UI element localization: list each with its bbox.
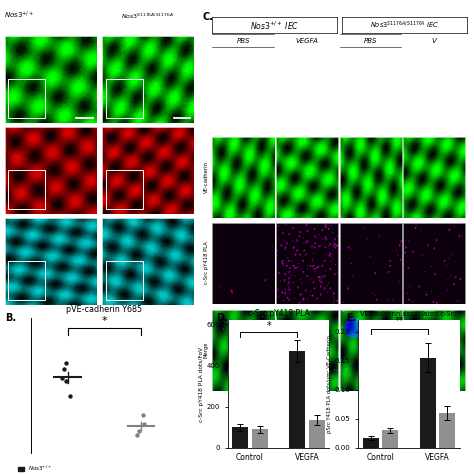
Text: V: V — [432, 38, 437, 44]
Point — [60, 365, 67, 373]
Point — [62, 377, 69, 384]
Text: **: ** — [394, 316, 404, 326]
Text: $Nos3^{+/+}$: $Nos3^{+/+}$ — [4, 10, 34, 21]
Bar — [8, 262, 45, 300]
Bar — [106, 170, 143, 209]
Text: *: * — [101, 316, 107, 326]
Text: PBS: PBS — [364, 38, 377, 44]
Bar — [363, 438, 379, 448]
Y-axis label: pSrc Y418 PLA dots/µm² VE-Cadherin: pSrc Y418 PLA dots/µm² VE-Cadherin — [327, 335, 332, 433]
Text: D.: D. — [216, 313, 228, 323]
Title: VE-cadherin associated c-Src: VE-cadherin associated c-Src — [360, 311, 457, 317]
Text: VE-cadherin: VE-cadherin — [203, 161, 209, 192]
Title: pVE-cadherin Y685: pVE-cadherin Y685 — [66, 305, 142, 314]
Point — [66, 392, 74, 400]
Bar — [382, 430, 398, 448]
Title: c-Src pY418 PLA: c-Src pY418 PLA — [247, 309, 310, 318]
Text: $Nos3^{+/+}$ IEC: $Nos3^{+/+}$ IEC — [250, 19, 300, 32]
Bar — [252, 429, 268, 448]
Bar — [106, 262, 143, 300]
Bar — [8, 79, 45, 118]
Legend: $Nos3^{+/+}$, $Nos3^{S1176A/S1176A}$: $Nos3^{+/+}$, $Nos3^{S1176A/S1176A}$ — [16, 462, 77, 474]
Text: c-Src pY418 PLA: c-Src pY418 PLA — [203, 241, 209, 284]
Bar — [439, 413, 455, 448]
Bar — [309, 420, 325, 448]
Point — [136, 428, 143, 435]
Text: VEGFA: VEGFA — [295, 38, 319, 44]
Text: C.: C. — [203, 12, 214, 22]
Point — [58, 374, 66, 382]
Text: $Nos3^{S1176A/S1176A}$: $Nos3^{S1176A/S1176A}$ — [120, 12, 173, 21]
Bar — [232, 427, 248, 448]
Point — [139, 411, 146, 419]
Text: B.: B. — [5, 313, 16, 323]
Bar — [106, 79, 143, 118]
Text: $Nos3^{S1176A/S1176A}$ IEC: $Nos3^{S1176A/S1176A}$ IEC — [370, 20, 439, 31]
Text: *: * — [266, 321, 271, 331]
Bar — [8, 170, 45, 209]
Point — [140, 419, 148, 427]
Text: Merge: Merge — [203, 341, 209, 358]
Bar — [289, 351, 305, 448]
Point — [62, 360, 70, 367]
Point — [133, 431, 140, 438]
Text: PBS: PBS — [237, 38, 250, 44]
Y-axis label: c-Src pY418 PLA dots/FoV: c-Src pY418 PLA dots/FoV — [199, 346, 204, 421]
Bar — [419, 358, 436, 448]
Text: E.: E. — [346, 313, 356, 323]
